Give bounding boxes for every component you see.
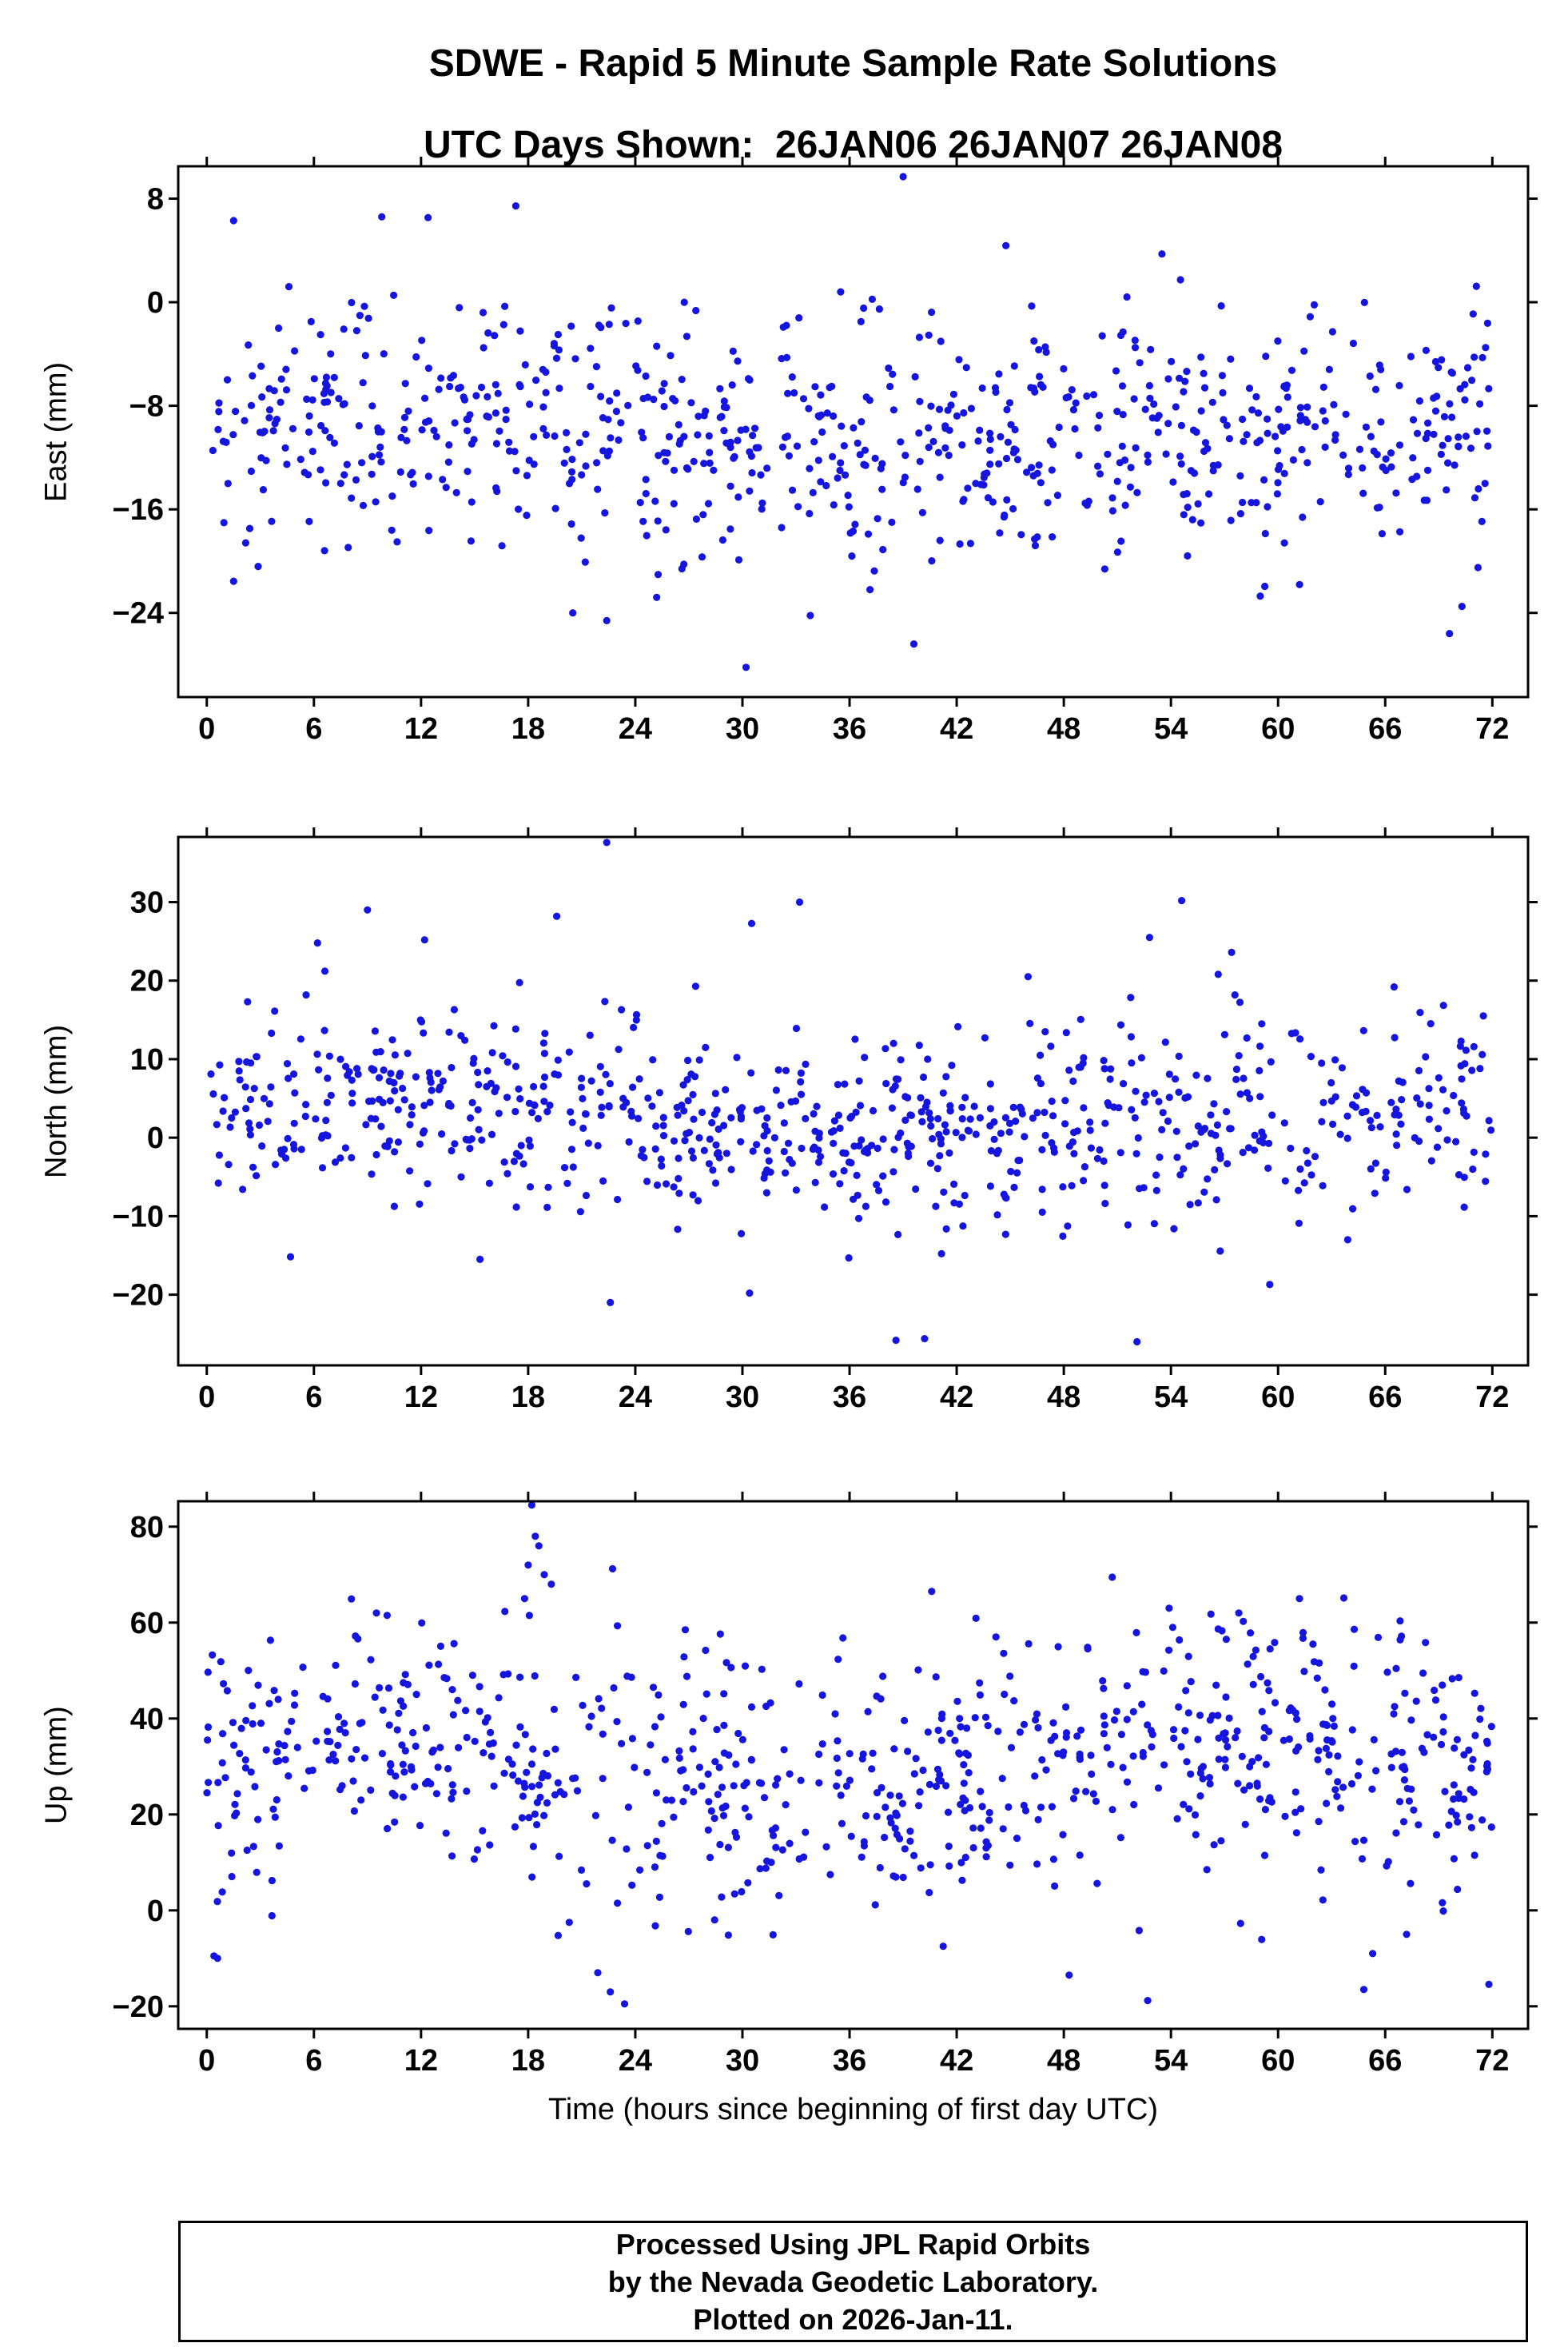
svg-text:60: 60 (1261, 1381, 1295, 1414)
x-axis-label: Time (hours since beginning of first day… (547, 2093, 1159, 2126)
svg-text:24: 24 (619, 712, 652, 746)
svg-text:0: 0 (198, 2044, 215, 2078)
east-axis-label: East (mm) (39, 361, 74, 502)
svg-text:48: 48 (1047, 712, 1080, 746)
north-axis-label: North (mm) (39, 1024, 74, 1178)
svg-text:36: 36 (833, 1381, 866, 1414)
svg-text:6: 6 (305, 2044, 322, 2078)
svg-text:60: 60 (1261, 712, 1295, 746)
up-scatter-plot: 0 6 12 18 24 30 36 42 48 54 60 66 72 80 60 40 20 0 −20 (113, 1492, 1538, 2078)
svg-text:72: 72 (1475, 1381, 1509, 1414)
chart-title-line2: UTC Days Shown: 26JAN06 26JAN07 26JAN08 (423, 124, 1283, 166)
svg-text:18: 18 (511, 2044, 545, 2078)
svg-text:40: 40 (130, 1703, 164, 1736)
footer-box: Processed Using JPL Rapid Orbits by the … (178, 2221, 1528, 2342)
svg-text:−20: −20 (113, 1990, 164, 2024)
footer-line1: Processed Using JPL Rapid Orbits (615, 2227, 1091, 2261)
svg-text:72: 72 (1475, 2044, 1509, 2078)
svg-text:72: 72 (1475, 712, 1509, 746)
svg-text:48: 48 (1047, 1381, 1080, 1414)
svg-text:10: 10 (130, 1043, 164, 1077)
svg-text:66: 66 (1368, 2044, 1402, 2078)
svg-text:18: 18 (511, 1381, 545, 1414)
svg-text:12: 12 (404, 2044, 438, 2078)
footer-line3: Plotted on 2026-Jan-11. (693, 2302, 1013, 2336)
svg-text:60: 60 (130, 1607, 164, 1640)
chart-title-line1: SDWE - Rapid 5 Minute Sample Rate Soluti… (428, 42, 1278, 85)
svg-text:48: 48 (1047, 2044, 1080, 2078)
svg-text:36: 36 (833, 2044, 866, 2078)
svg-text:42: 42 (940, 2044, 973, 2078)
svg-text:54: 54 (1154, 712, 1188, 746)
svg-text:42: 42 (940, 712, 973, 746)
svg-text:42: 42 (940, 1381, 973, 1414)
svg-text:−8: −8 (129, 390, 164, 424)
svg-text:24: 24 (619, 1381, 652, 1414)
svg-text:60: 60 (1261, 2044, 1295, 2078)
svg-text:66: 66 (1368, 1381, 1402, 1414)
svg-text:0: 0 (147, 286, 164, 320)
svg-text:6: 6 (305, 1381, 322, 1414)
svg-text:12: 12 (404, 1381, 438, 1414)
svg-text:0: 0 (198, 712, 215, 746)
svg-text:30: 30 (726, 712, 759, 746)
svg-text:8: 8 (147, 182, 164, 216)
svg-text:80: 80 (130, 1511, 164, 1544)
svg-text:12: 12 (404, 712, 438, 746)
up-axis-label: Up (mm) (39, 1706, 74, 1824)
svg-text:20: 20 (130, 965, 164, 998)
svg-text:30: 30 (130, 887, 164, 920)
svg-text:−20: −20 (113, 1279, 164, 1313)
svg-text:18: 18 (511, 712, 545, 746)
svg-text:20: 20 (130, 1799, 164, 1832)
svg-text:−24: −24 (113, 597, 164, 631)
svg-text:36: 36 (833, 712, 866, 746)
svg-text:30: 30 (726, 1381, 759, 1414)
svg-text:54: 54 (1154, 1381, 1188, 1414)
svg-text:0: 0 (147, 1122, 164, 1155)
svg-text:−10: −10 (113, 1200, 164, 1233)
svg-text:−16: −16 (113, 493, 164, 527)
svg-text:6: 6 (305, 712, 322, 746)
footer-line2: by the Nevada Geodetic Laboratory. (607, 2265, 1099, 2298)
svg-text:24: 24 (619, 2044, 652, 2078)
svg-text:0: 0 (198, 1381, 215, 1414)
north-scatter-plot: 0 6 12 18 24 30 36 42 48 54 60 66 72 30 20 10 0 −10 −20 (113, 827, 1538, 1414)
svg-text:66: 66 (1368, 712, 1402, 746)
svg-text:0: 0 (147, 1895, 164, 1928)
east-scatter-plot: 0 6 12 18 24 30 36 42 48 54 60 66 72 8 0 −8 −16 −24 (113, 157, 1538, 746)
svg-text:54: 54 (1154, 2044, 1188, 2078)
svg-text:30: 30 (726, 2044, 759, 2078)
